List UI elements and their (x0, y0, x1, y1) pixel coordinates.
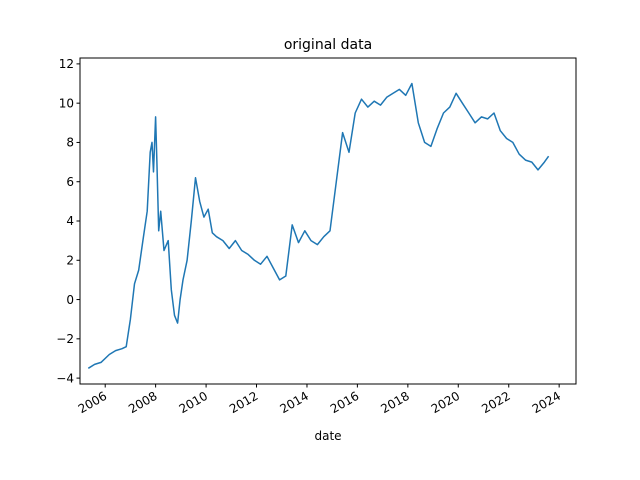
y-tick-label: 6 (66, 175, 74, 189)
x-tick-label: 2022 (479, 389, 512, 416)
y-tick-label: −2 (56, 332, 74, 346)
x-tick-label: 2020 (429, 389, 462, 416)
x-axis: 2006 2008 2010 2012 2014 2016 2018 2020 2022 2024 (76, 384, 563, 416)
x-tick-label: 2010 (177, 389, 210, 416)
x-axis-label: date (314, 429, 341, 443)
y-axis: −4 −2 0 2 4 6 8 10 12 (56, 57, 80, 385)
x-tick-label: 2008 (126, 389, 159, 416)
x-tick-label: 2018 (378, 389, 411, 416)
y-tick-label: 8 (66, 136, 74, 150)
y-tick-label: 12 (59, 57, 74, 71)
y-tick-label: 2 (66, 253, 74, 267)
x-tick-label: 2016 (328, 389, 361, 416)
y-tick-label: 0 (66, 293, 74, 307)
plot-area (87, 82, 550, 369)
chart-title: original data (284, 37, 372, 53)
y-tick-label: −4 (56, 371, 74, 385)
x-tick-label: 2012 (227, 389, 260, 416)
y-tick-label: 10 (59, 96, 74, 110)
x-tick-label: 2024 (530, 389, 563, 416)
y-tick-label: 4 (66, 214, 74, 228)
plot-frame (79, 57, 577, 385)
x-tick-label: 2006 (76, 389, 109, 416)
series-line-0 (87, 82, 550, 369)
x-tick-label: 2014 (278, 389, 311, 416)
